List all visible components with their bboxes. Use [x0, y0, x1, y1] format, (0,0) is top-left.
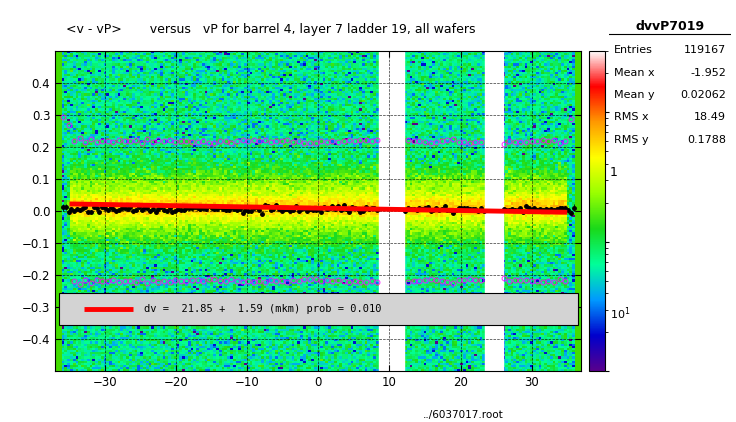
Text: <v - vP>       versus   vP for barrel 4, layer 7 ladder 19, all wafers: <v - vP> versus vP for barrel 4, layer 7… [66, 23, 475, 36]
Text: 0.1788: 0.1788 [687, 135, 726, 145]
Text: RMS x: RMS x [615, 113, 649, 122]
Text: ../6037017.root: ../6037017.root [423, 410, 504, 420]
Text: RMS y: RMS y [615, 135, 649, 145]
Text: 10$^1$: 10$^1$ [610, 306, 630, 322]
Text: dvvP7019: dvvP7019 [636, 20, 704, 32]
Bar [486, 51, 503, 371]
Text: Entries: Entries [615, 45, 653, 55]
Text: dv =  21.85 +  1.59 (mkm) prob = 0.010: dv = 21.85 + 1.59 (mkm) prob = 0.010 [144, 304, 381, 314]
Bar [59, 293, 578, 325]
Text: 1: 1 [610, 166, 618, 179]
Bar [379, 51, 403, 371]
Text: Mean y: Mean y [615, 90, 655, 100]
Text: 18.49: 18.49 [694, 113, 726, 122]
Text: 119167: 119167 [684, 45, 726, 55]
Text: 0.02062: 0.02062 [680, 90, 726, 100]
Text: -1.952: -1.952 [690, 68, 726, 78]
Text: Mean x: Mean x [615, 68, 655, 78]
